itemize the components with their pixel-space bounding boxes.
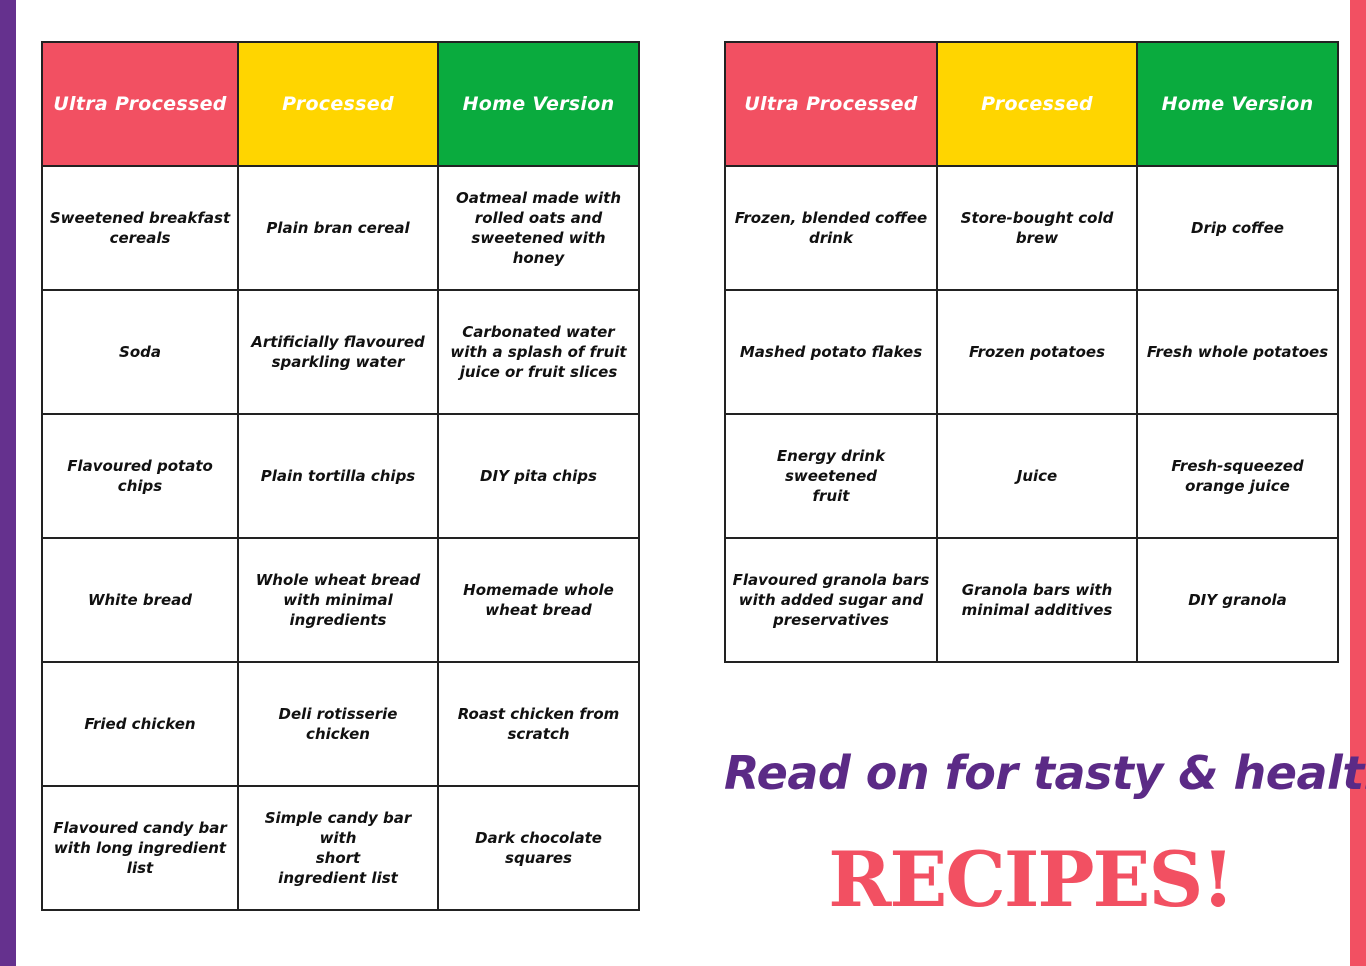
right-accent-bar (1350, 0, 1366, 966)
cell-home: Carbonated water with a splash of fruit … (437, 289, 640, 415)
table-row: Flavoured candy bar with long ingredient… (41, 785, 640, 911)
table-row: Soda Artificially flavoured sparkling wa… (41, 289, 640, 415)
table-header-row: Ultra Processed Processed Home Version (41, 41, 640, 167)
cell-processed: Artificially flavoured sparkling water (237, 289, 439, 415)
cell-home: DIY pita chips (437, 413, 640, 539)
cell-ultra: Flavoured potato chips (41, 413, 239, 539)
header-home-version: Home Version (437, 41, 640, 167)
cell-ultra: Fried chicken (41, 661, 239, 787)
cell-processed: Deli rotisserie chicken (237, 661, 439, 787)
header-ultra-processed: Ultra Processed (41, 41, 239, 167)
cell-home: Homemade whole wheat bread (437, 537, 640, 663)
cell-processed: Frozen potatoes (936, 289, 1138, 415)
cell-ultra: Flavoured granola bars with added sugar … (724, 537, 938, 663)
cell-home: Dark chocolate squares (437, 785, 640, 911)
table-row: Frozen, blended coffee drink Store-bough… (724, 165, 1339, 291)
table-row: Mashed potato flakes Frozen potatoes Fre… (724, 289, 1339, 415)
cell-ultra: White bread (41, 537, 239, 663)
left-accent-bar (0, 0, 16, 966)
comparison-table-left: Ultra Processed Processed Home Version S… (41, 41, 640, 911)
table-row: Sweetened breakfast cereals Plain bran c… (41, 165, 640, 291)
table-header-row: Ultra Processed Processed Home Version (724, 41, 1339, 167)
table-row: Flavoured potato chips Plain tortilla ch… (41, 413, 640, 539)
table-row: White bread Whole wheat bread with minim… (41, 537, 640, 663)
cell-processed: Juice (936, 413, 1138, 539)
cell-ultra: Energy drink sweetened fruit (724, 413, 938, 539)
table-row: Flavoured granola bars with added sugar … (724, 537, 1339, 663)
cell-ultra: Frozen, blended coffee drink (724, 165, 938, 291)
cell-processed: Granola bars with minimal additives (936, 537, 1138, 663)
cell-processed: Whole wheat bread with minimal ingredien… (237, 537, 439, 663)
cell-processed: Plain tortilla chips (237, 413, 439, 539)
cell-processed: Simple candy bar with short ingredient l… (237, 785, 439, 911)
recipes-heading: RECIPES! (828, 835, 1234, 924)
tagline: Read on for tasty & healthy (724, 746, 1366, 800)
cell-ultra: Soda (41, 289, 239, 415)
cell-processed: Plain bran cereal (237, 165, 439, 291)
cell-ultra: Sweetened breakfast cereals (41, 165, 239, 291)
cell-home: Roast chicken from scratch (437, 661, 640, 787)
cell-home: Fresh-squeezed orange juice (1136, 413, 1339, 539)
cell-ultra: Mashed potato flakes (724, 289, 938, 415)
table-row: Fried chicken Deli rotisserie chicken Ro… (41, 661, 640, 787)
table-row: Energy drink sweetened fruit Juice Fresh… (724, 413, 1339, 539)
cell-home: Oatmeal made with rolled oats and sweete… (437, 165, 640, 291)
cell-ultra: Flavoured candy bar with long ingredient… (41, 785, 239, 911)
header-ultra-processed: Ultra Processed (724, 41, 938, 167)
header-home-version: Home Version (1136, 41, 1339, 167)
cell-home: DIY granola (1136, 537, 1339, 663)
cell-home: Fresh whole potatoes (1136, 289, 1339, 415)
header-processed: Processed (936, 41, 1138, 167)
header-processed: Processed (237, 41, 439, 167)
cell-home: Drip coffee (1136, 165, 1339, 291)
cell-processed: Store-bought cold brew (936, 165, 1138, 291)
comparison-table-right: Ultra Processed Processed Home Version F… (724, 41, 1339, 663)
